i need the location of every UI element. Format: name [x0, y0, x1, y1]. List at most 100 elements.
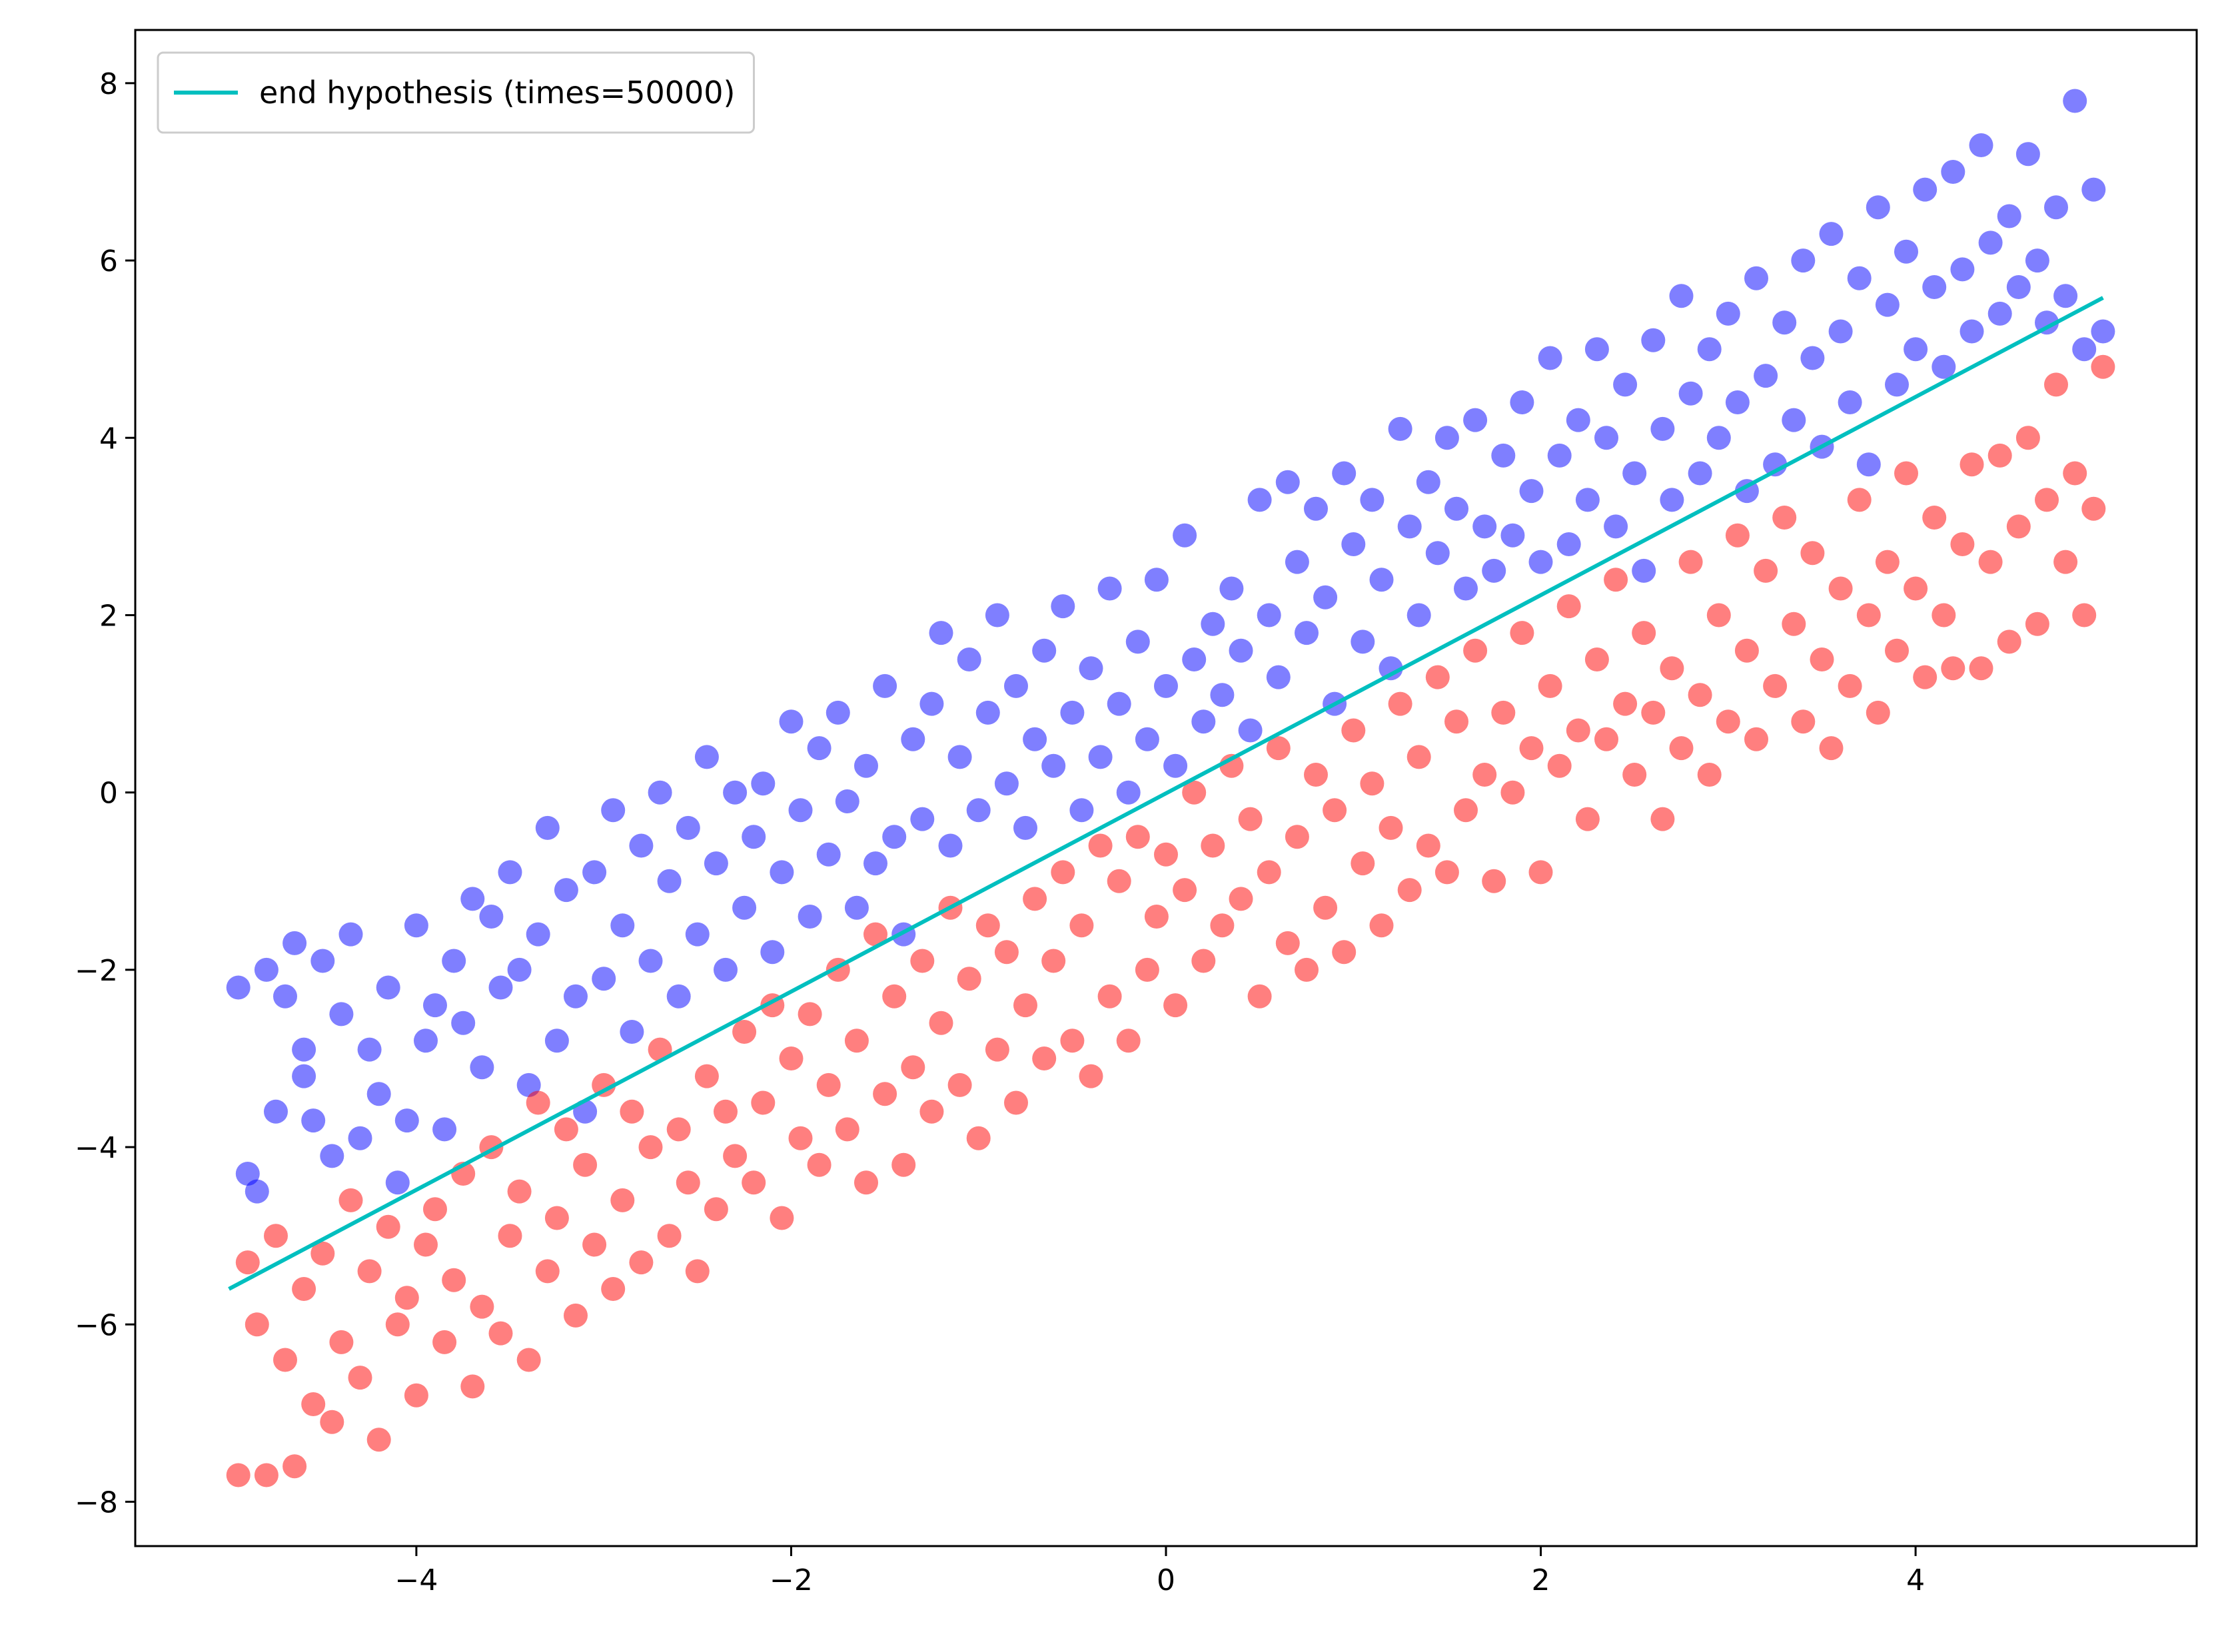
- data-point: [1913, 665, 1938, 689]
- data-point: [2025, 248, 2049, 273]
- data-point: [1275, 931, 1300, 955]
- data-point: [1856, 603, 1881, 627]
- data-point: [1238, 807, 1263, 831]
- data-point: [245, 1312, 269, 1337]
- scatter-points: [226, 89, 2115, 1487]
- data-point: [1510, 390, 1534, 414]
- data-point: [564, 1303, 588, 1328]
- data-point: [254, 1463, 279, 1487]
- data-point: [1454, 798, 1478, 823]
- data-point: [2006, 275, 2031, 299]
- data-point: [1023, 887, 1047, 911]
- legend-box: [157, 51, 755, 134]
- data-point: [1716, 709, 1740, 734]
- data-point: [1510, 621, 1534, 645]
- data-point: [1397, 878, 1422, 903]
- data-point: [1097, 984, 1122, 1009]
- data-point: [1173, 523, 1197, 548]
- data-point: [1875, 550, 1900, 574]
- data-point: [357, 1259, 382, 1284]
- data-point: [1763, 452, 1788, 477]
- data-point: [1613, 691, 1638, 716]
- data-point: [798, 1002, 822, 1027]
- data-point: [414, 1029, 438, 1053]
- data-point: [264, 1224, 288, 1248]
- data-point: [1519, 736, 1544, 761]
- data-point: [714, 1099, 738, 1124]
- data-point: [292, 1064, 316, 1088]
- data-point: [1622, 763, 1647, 787]
- data-point: [1388, 416, 1412, 441]
- data-point: [1575, 488, 1600, 512]
- data-point: [863, 851, 887, 876]
- data-point: [742, 825, 766, 849]
- data-point: [1688, 683, 1712, 707]
- data-point: [723, 1144, 748, 1168]
- y-tick-label: −6: [75, 1308, 118, 1342]
- data-point: [1706, 426, 1731, 450]
- data-point: [994, 771, 1019, 796]
- data-point: [1734, 638, 1759, 663]
- data-point: [338, 1188, 363, 1212]
- data-point: [1904, 337, 1928, 362]
- data-point: [676, 815, 700, 840]
- data-point: [1144, 905, 1169, 929]
- data-point: [292, 1037, 316, 1062]
- data-point: [1932, 354, 1956, 379]
- data-point: [1669, 736, 1694, 761]
- data-point: [1978, 550, 2003, 574]
- y-tick-label: −2: [75, 954, 118, 988]
- data-point: [488, 975, 513, 1000]
- data-point: [873, 673, 897, 698]
- data-point: [254, 957, 279, 982]
- x-tick-label: −2: [770, 1563, 813, 1597]
- data-point: [751, 1090, 776, 1115]
- data-point: [1688, 461, 1712, 486]
- data-point: [854, 753, 878, 778]
- y-tick-label: −4: [75, 1131, 118, 1165]
- data-point: [1023, 727, 1047, 751]
- data-point: [235, 1250, 260, 1275]
- data-point: [2015, 426, 2040, 450]
- data-point: [544, 1029, 569, 1053]
- data-point: [1772, 506, 1797, 530]
- data-point: [788, 1126, 813, 1150]
- data-point: [414, 1232, 438, 1257]
- data-point: [1782, 408, 1806, 432]
- data-point: [451, 1011, 476, 1035]
- data-point: [245, 1179, 269, 1204]
- data-point: [2044, 372, 2068, 397]
- y-tick-label: 2: [99, 599, 118, 633]
- data-point: [2091, 319, 2115, 344]
- data-point: [1313, 585, 1338, 610]
- data-point: [470, 1055, 494, 1080]
- data-point: [1257, 603, 1281, 627]
- data-point: [835, 1117, 859, 1142]
- data-point: [460, 1374, 485, 1399]
- data-point: [1810, 647, 1834, 671]
- data-point: [1247, 984, 1272, 1009]
- data-point: [1772, 310, 1797, 335]
- data-point: [1266, 665, 1291, 689]
- data-point: [1360, 488, 1385, 512]
- data-point: [1978, 230, 2003, 255]
- data-point: [1472, 514, 1497, 539]
- data-point: [1641, 700, 1666, 725]
- data-point: [1051, 594, 1075, 619]
- data-point: [1097, 576, 1122, 601]
- data-point: [1154, 673, 1178, 698]
- data-point: [994, 940, 1019, 965]
- data-point: [2091, 354, 2115, 379]
- data-point: [947, 1072, 972, 1097]
- data-point: [516, 1348, 541, 1372]
- data-point: [1285, 825, 1309, 849]
- data-point: [273, 1348, 297, 1372]
- data-point: [1706, 603, 1731, 627]
- data-point: [816, 842, 841, 867]
- data-point: [404, 913, 428, 938]
- data-point: [1135, 957, 1159, 982]
- data-point: [657, 869, 682, 893]
- data-point: [1379, 815, 1403, 840]
- data-point: [844, 1029, 869, 1053]
- data-point: [1725, 523, 1750, 548]
